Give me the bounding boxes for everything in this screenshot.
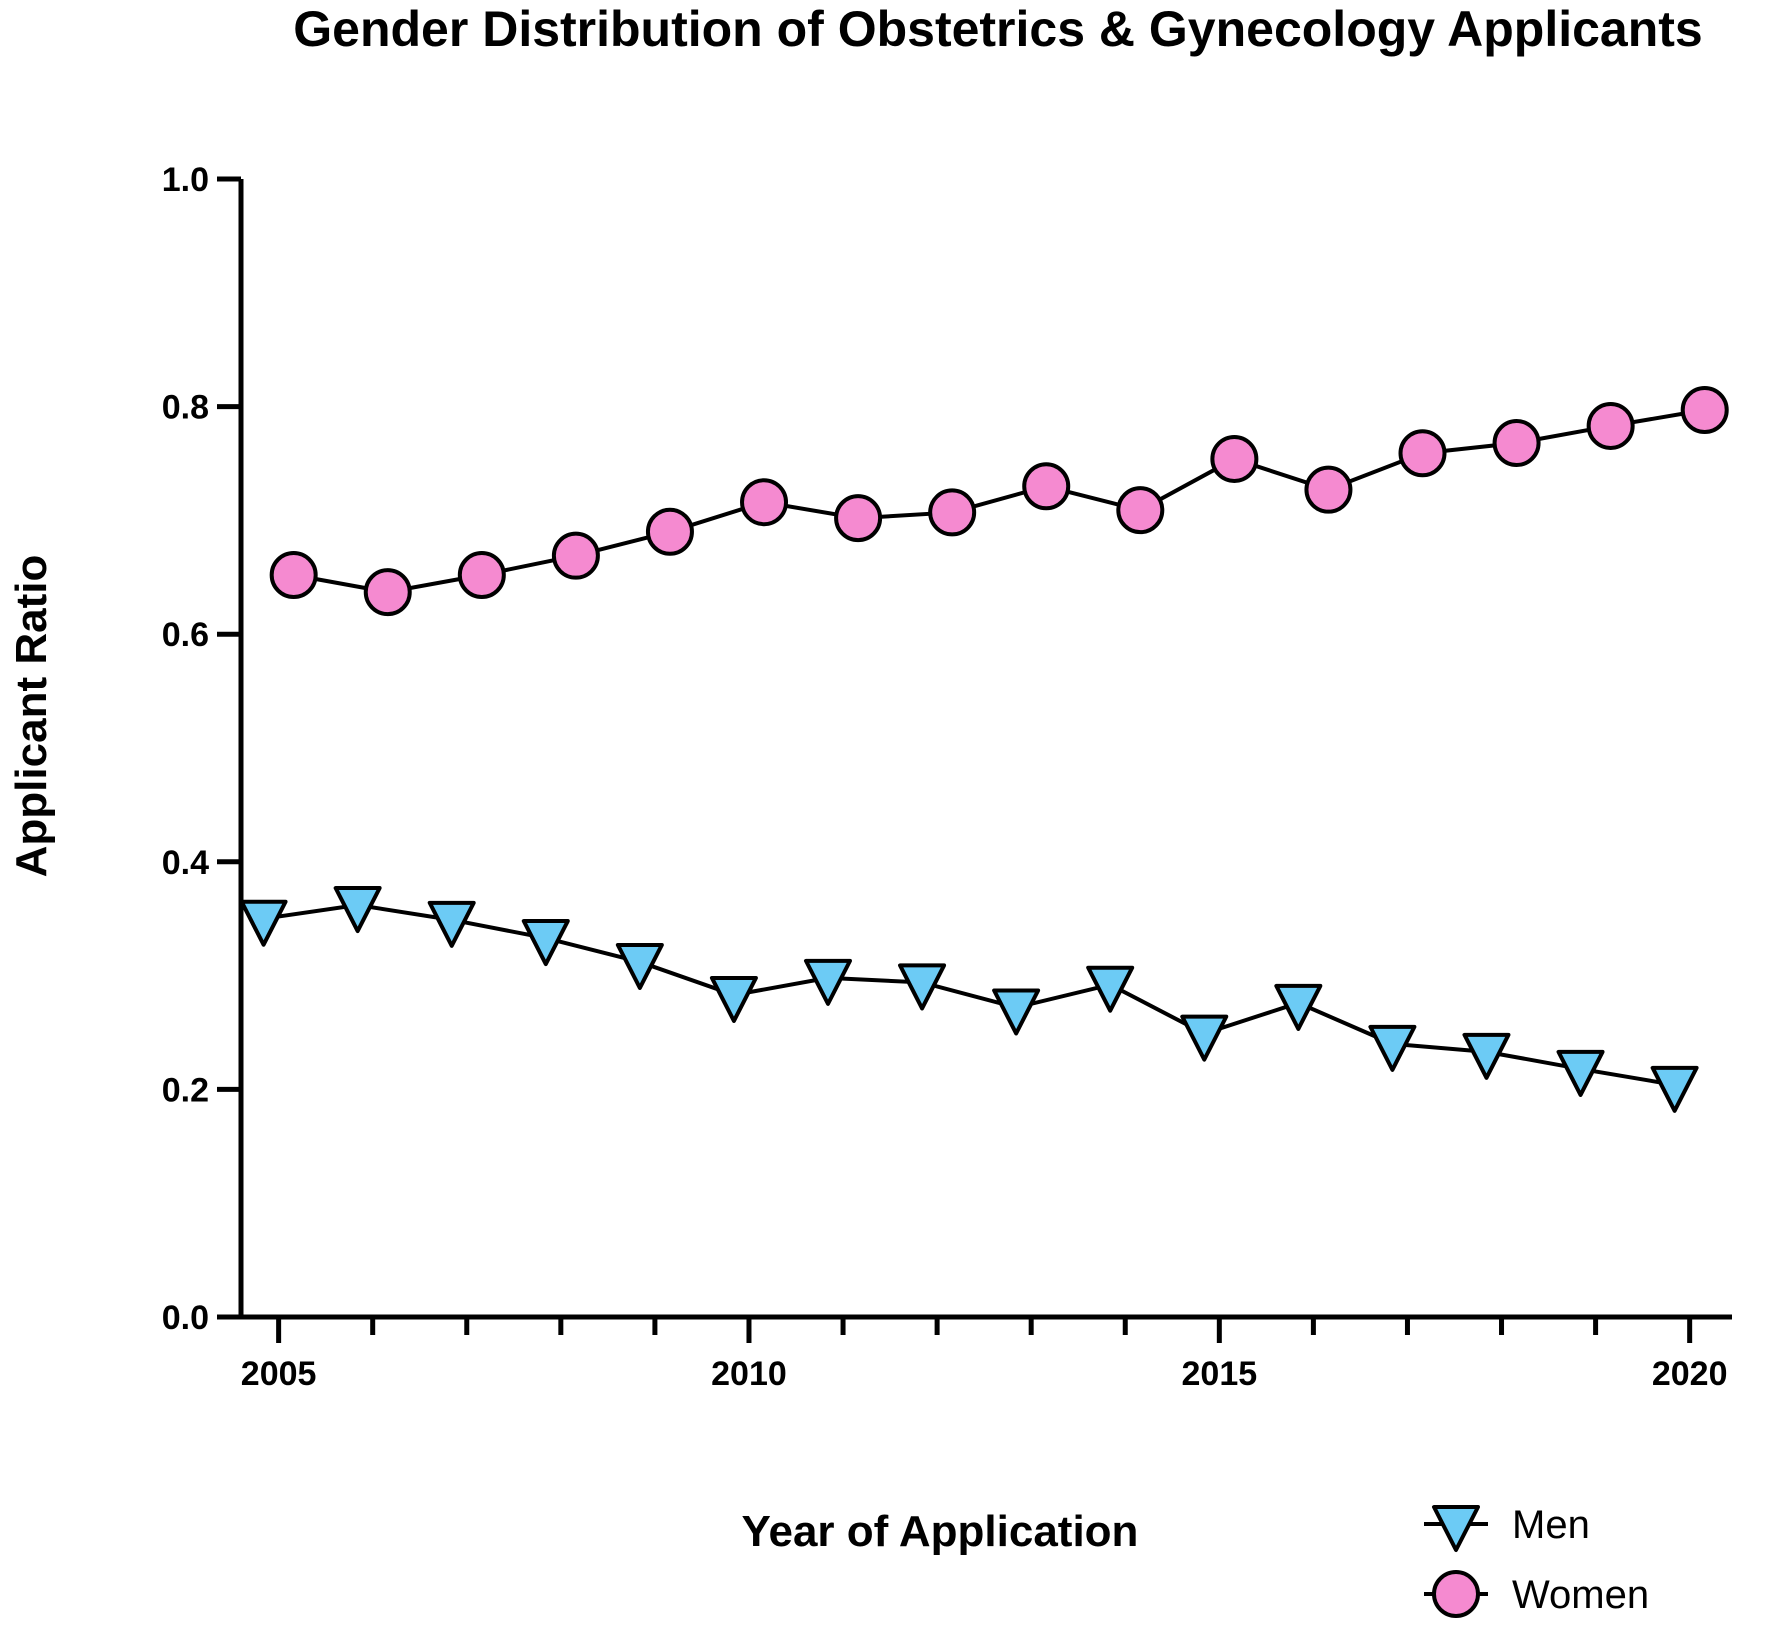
- data-point-women: [457, 551, 506, 600]
- x-tick-label: 2010: [711, 1355, 787, 1393]
- x-tick-label: 2005: [241, 1355, 317, 1393]
- x-axis-label: Year of Application: [742, 1507, 1139, 1556]
- data-point-women: [1022, 462, 1071, 511]
- x-tick-label: 2020: [1652, 1355, 1728, 1393]
- data-point-men: [521, 919, 570, 967]
- series-layer: [239, 386, 1729, 1113]
- data-point-men: [1556, 1049, 1605, 1097]
- legend-label-men: Men: [1512, 1503, 1590, 1547]
- data-point-men: [992, 988, 1041, 1036]
- series-line-men: [263, 903, 1675, 1087]
- data-point-men: [1650, 1065, 1699, 1113]
- data-point-women: [269, 551, 318, 600]
- data-point-women: [740, 478, 789, 527]
- data-point-men: [1274, 983, 1323, 1031]
- legend: Men Women: [1424, 1503, 1649, 1618]
- data-point-women: [1492, 419, 1541, 468]
- series-line-women: [293, 408, 1706, 595]
- x-tick-label: 2015: [1182, 1355, 1258, 1393]
- y-tick-label: 0.4: [162, 844, 209, 882]
- legend-marker-men: [1432, 1505, 1480, 1552]
- y-axis-label: Applicant Ratio: [7, 555, 56, 878]
- data-point-men: [1086, 965, 1135, 1013]
- data-point-men: [803, 958, 852, 1006]
- legend-item-women: Women: [1424, 1570, 1649, 1618]
- data-point-women: [1586, 401, 1635, 450]
- data-point-men: [427, 900, 476, 948]
- data-point-women: [1680, 386, 1729, 435]
- data-point-men: [898, 963, 947, 1011]
- data-point-men: [333, 886, 382, 934]
- data-point-women: [1398, 429, 1447, 478]
- series-men: [239, 886, 1699, 1113]
- data-point-women: [1116, 486, 1165, 535]
- data-point-women: [1304, 465, 1353, 514]
- data-point-women: [834, 494, 883, 543]
- data-point-men: [709, 975, 758, 1023]
- data-point-women: [363, 568, 412, 617]
- y-tick-label: 0.2: [162, 1071, 209, 1109]
- data-point-women: [645, 507, 694, 556]
- data-point-women: [928, 488, 977, 537]
- y-tick-label: 0.0: [162, 1299, 209, 1337]
- y-tick-label: 0.6: [162, 616, 209, 654]
- data-point-women: [1210, 434, 1259, 483]
- data-point-men: [1368, 1024, 1417, 1072]
- axes: 0.0 0.2 0.4 0.6 0.8 1.0 2005 2010 2015 2020: [162, 161, 1732, 1393]
- data-point-men: [239, 899, 288, 947]
- legend-item-men: Men: [1424, 1503, 1590, 1552]
- legend-marker-women: [1432, 1570, 1480, 1618]
- data-point-men: [1180, 1014, 1229, 1062]
- series-women: [269, 386, 1729, 617]
- data-point-women: [551, 531, 600, 580]
- data-point-men: [615, 942, 664, 990]
- chart-title: Gender Distribution of Obstetrics & Gyne…: [293, 1, 1702, 57]
- legend-label-women: Women: [1512, 1573, 1649, 1617]
- y-tick-label: 0.8: [162, 389, 209, 427]
- y-tick-label: 1.0: [162, 161, 209, 199]
- data-point-men: [1462, 1032, 1511, 1080]
